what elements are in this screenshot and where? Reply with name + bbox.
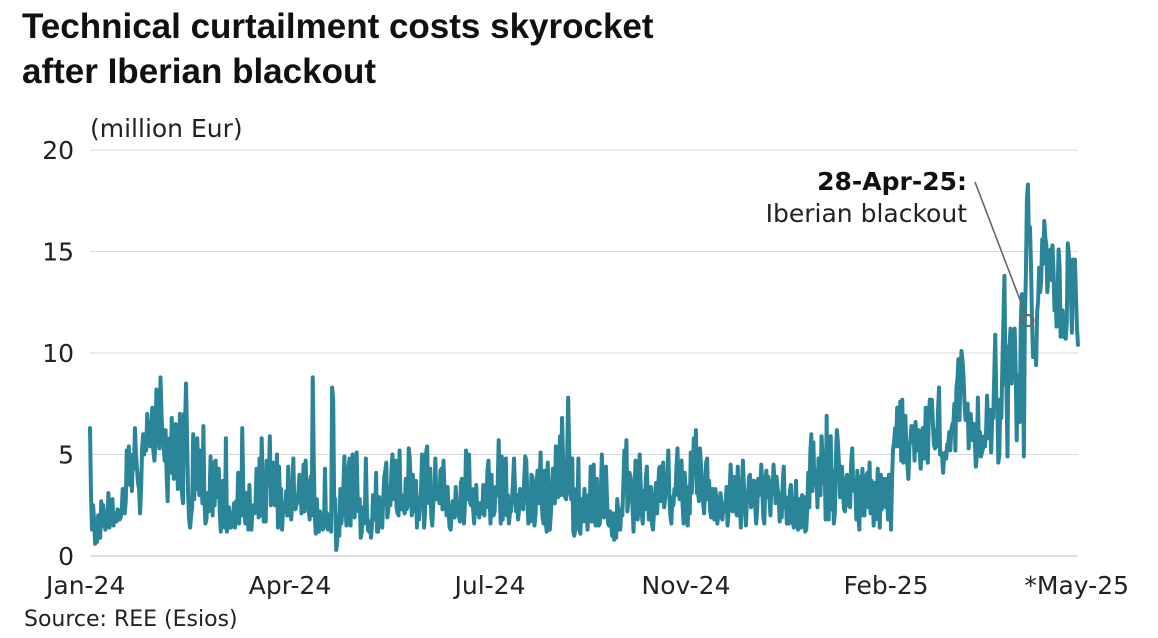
y-tick-label-0: 0 — [58, 542, 74, 571]
x-tick-labels: Jan-24 Apr-24 Jul-24 Nov-24 Feb-25 *May-25 — [44, 571, 1129, 600]
y-axis-label: (million Eur) — [90, 114, 243, 143]
x-tick-label-apr-24: Apr-24 — [249, 571, 331, 600]
y-tick-labels: 0 5 10 15 20 — [42, 136, 74, 571]
x-tick-label-feb-25: Feb-25 — [843, 571, 928, 600]
annotation-leader-line — [974, 181, 1027, 316]
x-tick-label-jul-24: Jul-24 — [453, 571, 526, 600]
source-note: Source: REE (Esios) — [24, 607, 238, 632]
series-line-technical-curtailment-costs — [88, 182, 1080, 552]
annotation-marker — [1021, 314, 1035, 328]
y-tick-label-20: 20 — [42, 136, 74, 165]
x-tick-label-nov-24: Nov-24 — [642, 571, 731, 600]
annotation-label: Iberian blackout — [766, 199, 968, 228]
x-tick-label-may-25: *May-25 — [1024, 571, 1129, 600]
y-tick-label-5: 5 — [58, 441, 74, 470]
y-tick-label-10: 10 — [42, 339, 74, 368]
annotation-date: 28-Apr-25: — [817, 167, 967, 196]
chart-title-line-2: after Iberian blackout — [22, 52, 376, 91]
y-tick-label-15: 15 — [42, 238, 74, 267]
chart-title: Technical curtailment costs skyrocket af… — [22, 4, 1122, 94]
x-tick-label-jan-24: Jan-24 — [44, 571, 125, 600]
chart-title-line-1: Technical curtailment costs skyrocket — [22, 7, 654, 46]
